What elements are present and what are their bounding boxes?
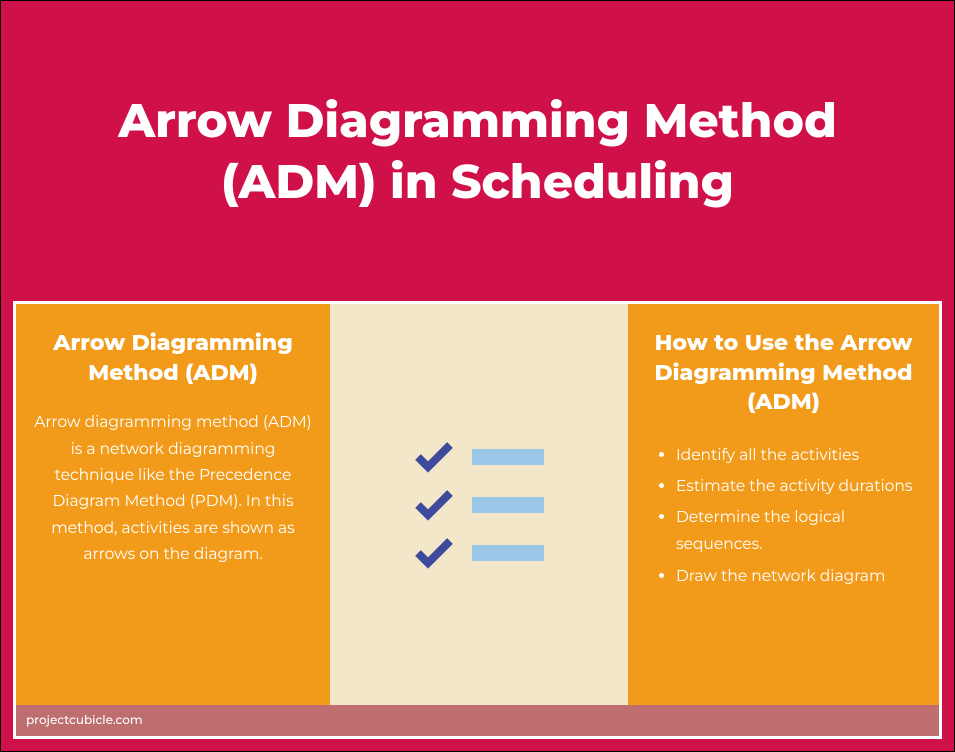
middle-column bbox=[330, 304, 628, 705]
infographic-frame: Arrow Diagramming Method (ADM) in Schedu… bbox=[0, 0, 955, 752]
right-column-list: Identify all the activities Estimate the… bbox=[650, 441, 917, 589]
list-item: Draw the network diagram bbox=[676, 562, 917, 589]
footer-text: projectcubicle.com bbox=[26, 713, 143, 728]
checklist-row bbox=[414, 440, 544, 474]
footer-section: projectcubicle.com bbox=[13, 705, 942, 739]
checklist-row bbox=[414, 488, 544, 522]
line-bar-icon bbox=[472, 449, 544, 465]
body-section: Arrow Diagramming Method (ADM) Arrow dia… bbox=[13, 301, 942, 705]
right-column: How to Use the Arrow Diagramming Method … bbox=[628, 304, 939, 705]
left-column: Arrow Diagramming Method (ADM) Arrow dia… bbox=[16, 304, 330, 705]
checkmark-icon bbox=[414, 488, 454, 522]
checkmark-icon bbox=[414, 440, 454, 474]
left-column-title: Arrow Diagramming Method (ADM) bbox=[34, 328, 312, 387]
checkmark-icon bbox=[414, 536, 454, 570]
header-title: Arrow Diagramming Method (ADM) in Schedu… bbox=[61, 90, 894, 212]
left-column-description: Arrow diagramming method (ADM) is a netw… bbox=[34, 409, 312, 567]
line-bar-icon bbox=[472, 497, 544, 513]
checklist-icon bbox=[414, 440, 544, 570]
right-column-title: How to Use the Arrow Diagramming Method … bbox=[650, 328, 917, 417]
list-item: Estimate the activity durations bbox=[676, 472, 917, 499]
checklist-row bbox=[414, 536, 544, 570]
line-bar-icon bbox=[472, 545, 544, 561]
list-item: Identify all the activities bbox=[676, 441, 917, 468]
header-section: Arrow Diagramming Method (ADM) in Schedu… bbox=[1, 1, 954, 301]
list-item: Determine the logical sequences. bbox=[676, 503, 917, 557]
